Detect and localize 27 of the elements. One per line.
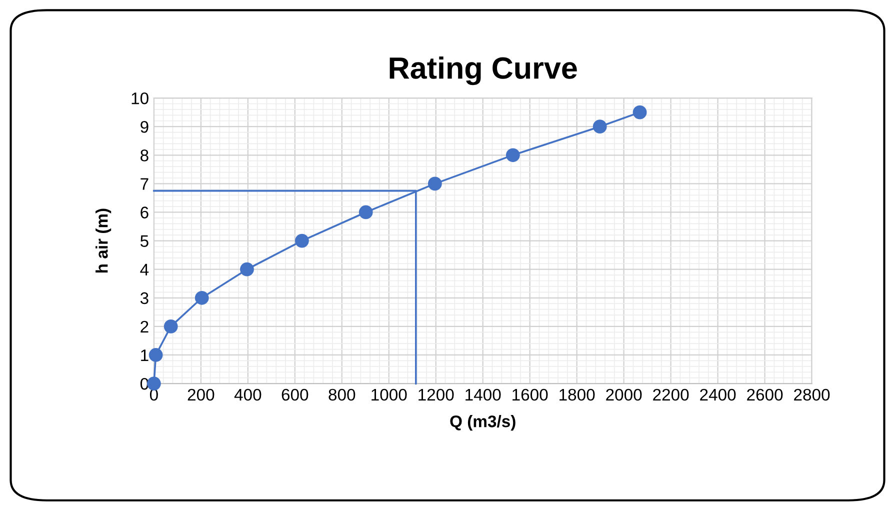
y-tick-label: 9 — [140, 120, 148, 133]
x-tick-label: 1200 — [418, 388, 454, 401]
x-tick-label: 1800 — [560, 388, 595, 401]
x-axis-title: Q (m3/s) — [450, 415, 516, 431]
x-tick-label: 2800 — [794, 388, 830, 401]
x-tick-label: 200 — [188, 388, 214, 401]
x-tick-label: 2400 — [700, 388, 736, 401]
y-tick-label: 2 — [140, 320, 148, 332]
x-tick-label: 400 — [234, 388, 262, 401]
x-tick-label: 1000 — [372, 388, 407, 401]
x-tick-label: 800 — [328, 388, 356, 401]
x-tick-label: 1400 — [466, 388, 501, 401]
chart-title: Rating Curve — [390, 56, 577, 86]
y-tick-label: 1 — [141, 350, 148, 362]
y-axis-title: h air (m) — [96, 208, 112, 272]
x-tick-label: 1600 — [512, 388, 548, 401]
y-tick-label: 3 — [140, 292, 148, 304]
x-tick-label: 600 — [282, 388, 308, 401]
y-tick-label: 7 — [140, 178, 148, 190]
x-tick-label: 2200 — [653, 388, 689, 401]
y-tick-label: 5 — [140, 235, 148, 247]
x-tick-label: 2000 — [606, 388, 642, 401]
y-tick-label: 10 — [132, 92, 148, 104]
x-tick-label: 2600 — [747, 388, 783, 401]
y-tick-label: 6 — [140, 206, 148, 218]
y-tick-label: 8 — [140, 150, 148, 162]
y-tick-label: 4 — [140, 264, 149, 276]
